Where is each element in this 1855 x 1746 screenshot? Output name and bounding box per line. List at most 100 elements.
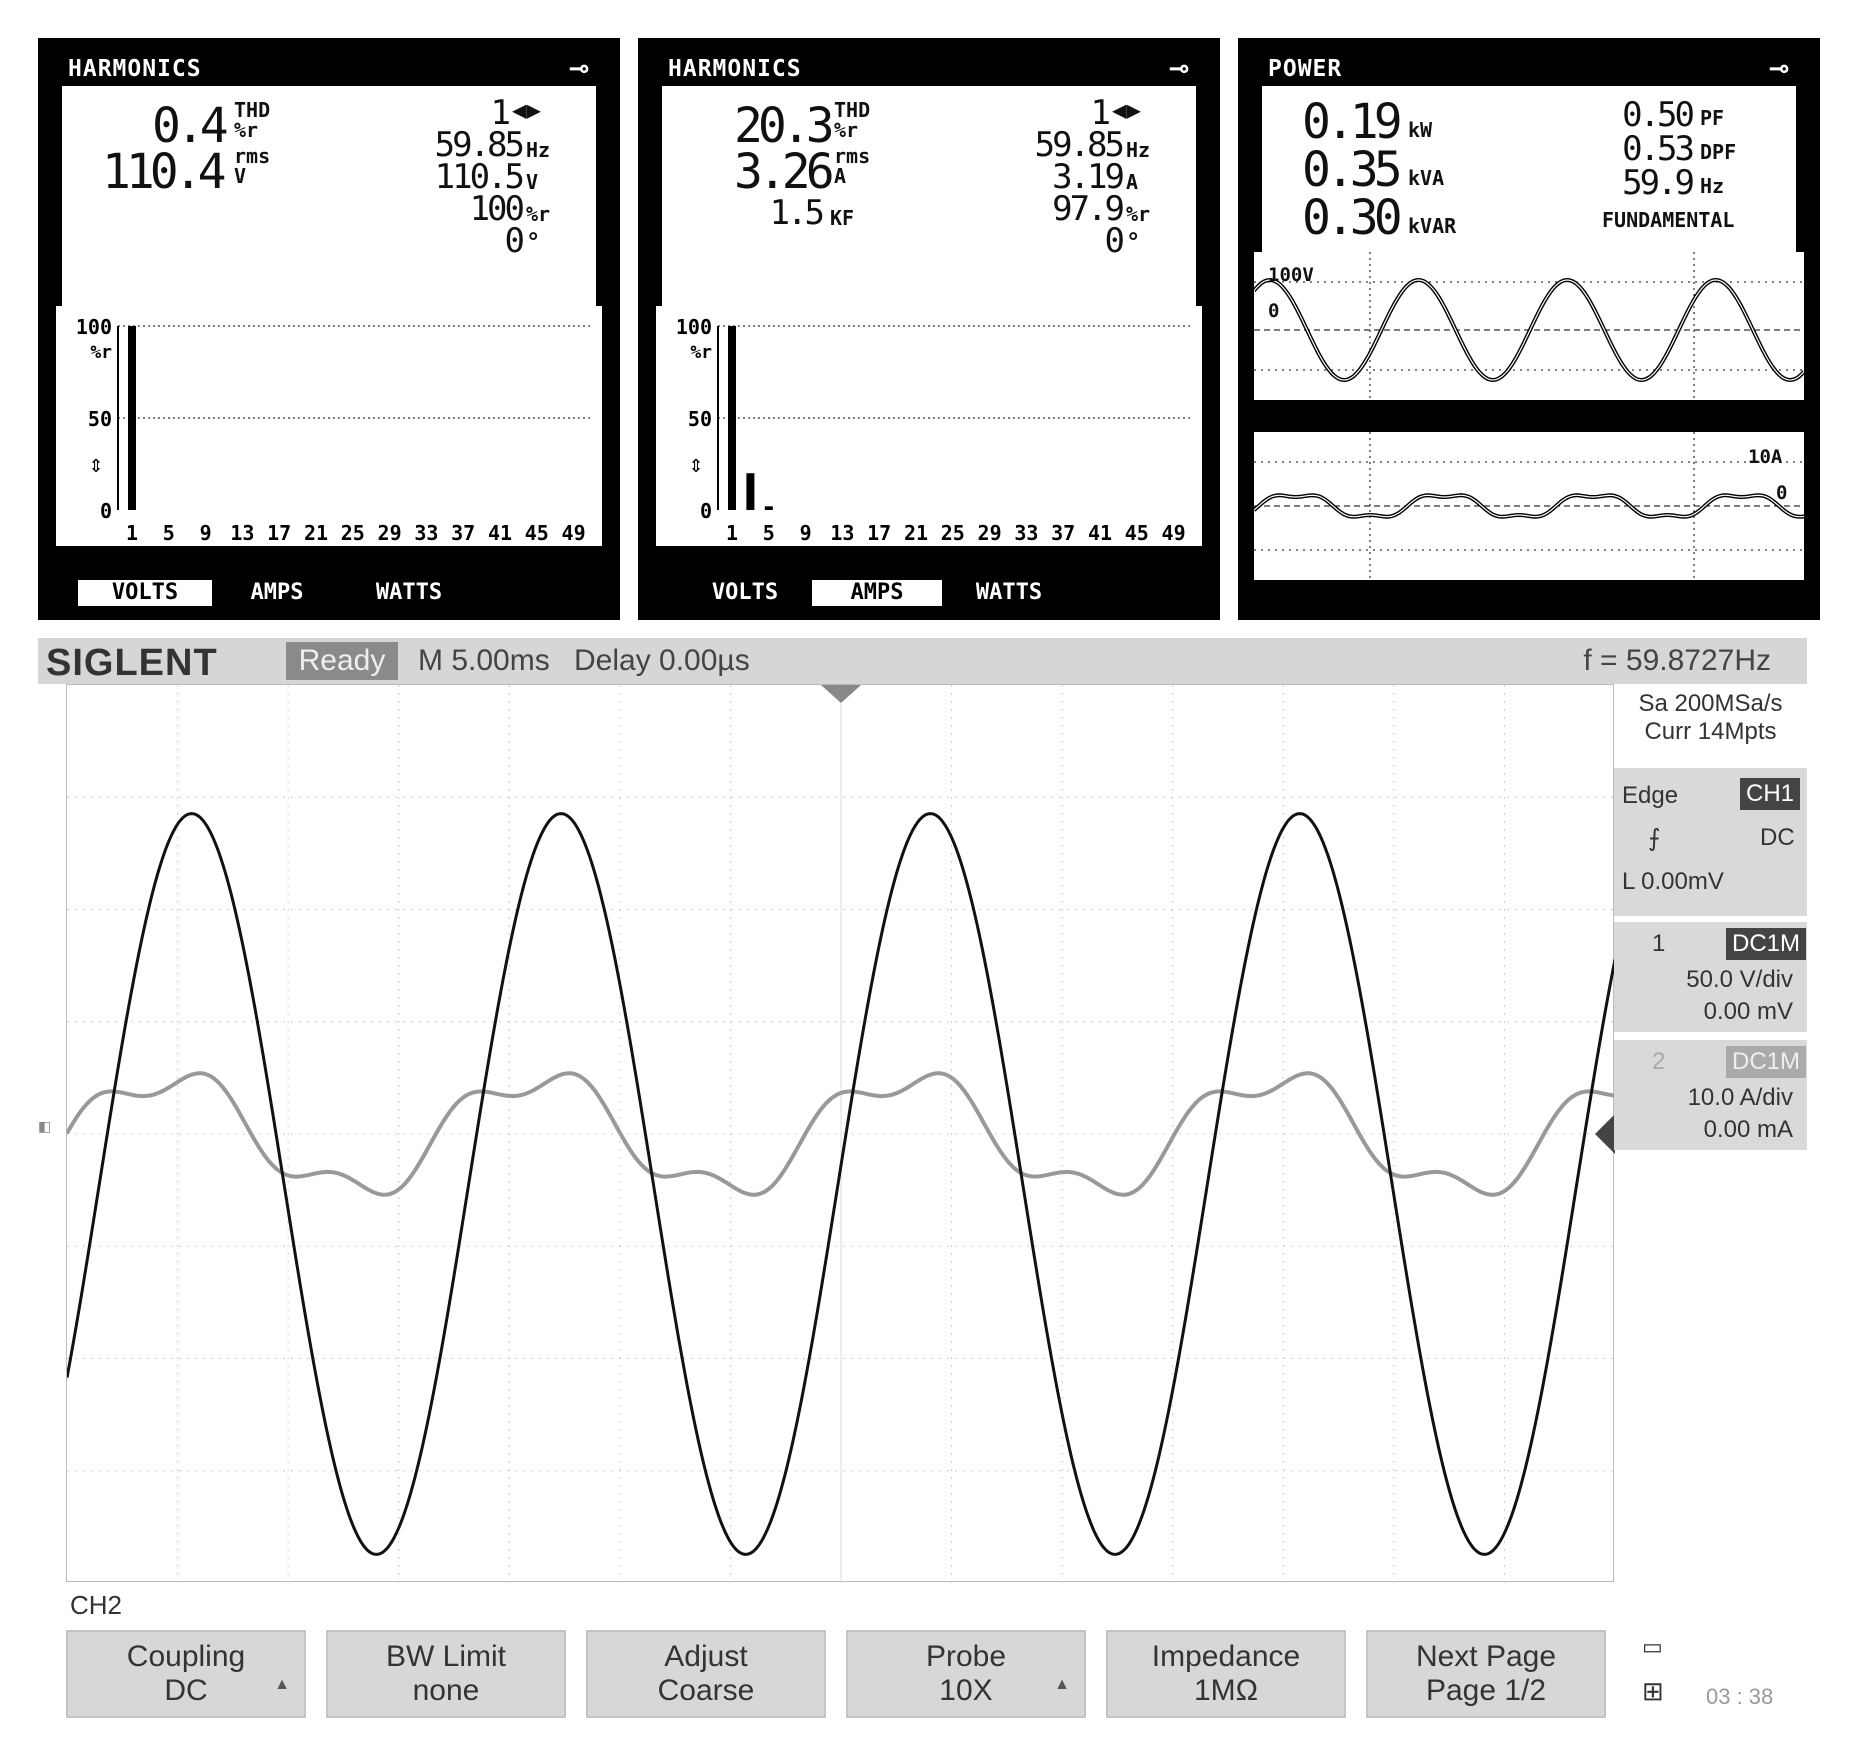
harmonics-bar-chart: 100 50 0 %r ⇕ 1 5 9 13 17 21 25 29 33 37 41 45 49 bbox=[56, 306, 602, 546]
y-tick-label: 0 bbox=[700, 499, 712, 523]
tab-watts[interactable]: WATTS bbox=[375, 580, 443, 605]
kva-value: 0.35 bbox=[1302, 142, 1403, 198]
current-trace-svg bbox=[1252, 432, 1805, 580]
tab-volts[interactable]: VOLTS bbox=[711, 580, 779, 605]
frequency-readout: f = 59.8727Hz bbox=[1583, 644, 1771, 677]
clock: 03 : 38 bbox=[1706, 1684, 1774, 1709]
x-tick-label: 5 bbox=[163, 521, 175, 545]
y-unit-label: %r bbox=[90, 342, 112, 363]
probe-softkey[interactable]: Probe 10X ▲ bbox=[846, 1630, 1086, 1718]
voltage-scale-label: 100V bbox=[1268, 264, 1314, 286]
x-tick-label: 13 bbox=[230, 521, 254, 545]
cycle-arrow-icon: ▲ bbox=[1054, 1676, 1070, 1693]
waveform-grid[interactable] bbox=[65, 684, 1617, 1583]
softkey-label: Impedance bbox=[1151, 1640, 1301, 1673]
next-page-softkey[interactable]: Next Page Page 1/2 bbox=[1366, 1630, 1606, 1718]
harmonic-percent-unit: %r bbox=[526, 202, 551, 226]
trigger-panel[interactable]: Edge CH1 ⨍ DC L 0.00mV bbox=[1614, 768, 1807, 916]
bar-cursor-icon[interactable]: ◀▶ bbox=[116, 266, 145, 294]
plug-icon: ⊸ bbox=[568, 54, 590, 84]
softkey-value: Page 1/2 bbox=[1425, 1674, 1547, 1707]
delay-readout[interactable]: Delay 0.00µs bbox=[574, 644, 750, 677]
harmonic-amps-unit: A bbox=[1126, 170, 1139, 194]
bar-cursor-icon[interactable]: ◀▶ bbox=[716, 266, 745, 294]
y-tick-label: 100 bbox=[676, 315, 712, 339]
menu-title: CH2 bbox=[70, 1590, 123, 1620]
trigger-position-marker bbox=[821, 685, 861, 703]
x-tick-label: 29 bbox=[978, 521, 1002, 545]
sample-rate: Sa 200MSa/s bbox=[1638, 690, 1783, 717]
status-bar: SIGLENT Ready M 5.00ms Delay 0.00µs f = … bbox=[38, 638, 1807, 684]
x-tick-label: 33 bbox=[1014, 521, 1038, 545]
frequency-value: 59.85 bbox=[1034, 125, 1125, 165]
thd-label: THD bbox=[234, 98, 271, 122]
kw-unit: kW bbox=[1408, 118, 1433, 142]
x-tick-label: 49 bbox=[562, 521, 586, 545]
voltage-zero-label: 0 bbox=[1268, 300, 1280, 322]
softkey-value: 1MΩ bbox=[1193, 1674, 1259, 1707]
trigger-source-badge: CH1 bbox=[1740, 778, 1801, 810]
thd-value: 0.4 bbox=[152, 98, 229, 154]
ch1-number: 1 bbox=[1652, 930, 1666, 957]
ch1-voltage-trace bbox=[65, 812, 1617, 1556]
y-tick-label: 50 bbox=[88, 407, 112, 431]
x-tick-label: 25 bbox=[941, 521, 965, 545]
softkey-label: BW Limit bbox=[386, 1640, 506, 1673]
waveform-svg bbox=[65, 685, 1617, 1583]
tab-amps[interactable]: AMPS bbox=[812, 580, 942, 606]
x-tick-label: 41 bbox=[1088, 521, 1112, 545]
x-tick-label: 9 bbox=[200, 521, 212, 545]
harmonic-cursor-icon[interactable]: ◀▶ bbox=[512, 96, 541, 124]
current-zero-label: 0 bbox=[1776, 482, 1788, 504]
y-tick-label: 0 bbox=[100, 499, 112, 523]
scale-arrows-icon: ⇕ bbox=[688, 456, 703, 477]
kvar-unit: kVAR bbox=[1408, 214, 1457, 238]
ch2-scale: 10.0 A/div bbox=[1687, 1084, 1793, 1111]
readout-area: 20.3 THD %r 3.26 rms A 1.5 KF 1 ◀▶ 59.85… bbox=[662, 86, 1196, 316]
softkey-label: Next Page bbox=[1415, 1640, 1557, 1673]
coupling-softkey[interactable]: Coupling DC ▲ bbox=[66, 1630, 306, 1718]
tab-amps[interactable]: AMPS bbox=[250, 580, 304, 605]
current-trace: 10A 0 bbox=[1252, 432, 1805, 580]
y-tick-label: 50 bbox=[688, 407, 712, 431]
x-tick-label: 1 bbox=[126, 521, 138, 545]
phase-angle-unit: ° bbox=[1126, 228, 1141, 256]
tab-bar: VOLTS AMPS WATTS bbox=[62, 576, 596, 608]
tab-watts[interactable]: WATTS bbox=[975, 580, 1043, 605]
trigger-level-marker bbox=[1595, 1114, 1615, 1154]
kvar-value: 0.30 bbox=[1302, 190, 1403, 246]
readout-area: 0.19 kW 0.35 kVA 0.30 kVAR 0.50 PF 0.53 … bbox=[1262, 86, 1796, 256]
plug-icon: ⊸ bbox=[1168, 54, 1190, 84]
softkey-value: 10X bbox=[939, 1674, 993, 1707]
rms-label: rms bbox=[234, 144, 271, 168]
bw-limit-softkey[interactable]: BW Limit none bbox=[326, 1630, 566, 1718]
softkey-label: Adjust bbox=[664, 1640, 748, 1673]
adjust-softkey[interactable]: Adjust Coarse bbox=[586, 1630, 826, 1718]
harmonics-amps-panel: HARMONICS ⊸ 20.3 THD %r 3.26 rms A 1.5 K… bbox=[638, 38, 1220, 620]
harmonic-amps-value: 3.19 bbox=[1052, 157, 1125, 197]
rms-unit: A bbox=[834, 164, 847, 188]
x-tick-label: 45 bbox=[525, 521, 549, 545]
voltage-trace-svg bbox=[1252, 252, 1806, 400]
timebase-readout[interactable]: M 5.00ms bbox=[418, 644, 550, 677]
x-tick-label: 45 bbox=[1125, 521, 1149, 545]
memory-depth: Curr 14Mpts bbox=[1644, 718, 1777, 745]
tab-volts[interactable]: VOLTS bbox=[78, 580, 212, 606]
harmonic-percent-value: 97.9 bbox=[1052, 189, 1125, 229]
harmonic-cursor-icon[interactable]: ◀▶ bbox=[1112, 96, 1141, 124]
x-tick-label: 37 bbox=[451, 521, 475, 545]
phase-angle-unit: ° bbox=[526, 228, 541, 256]
harmonic-percent-unit: %r bbox=[1126, 202, 1151, 226]
x-tick-label: 21 bbox=[304, 521, 328, 545]
rms-value: 3.26 bbox=[734, 144, 835, 200]
ch2-ground-marker: ◧ bbox=[38, 1118, 52, 1134]
ch2-info-panel[interactable]: 2 DC1M 10.0 A/div 0.00 mA bbox=[1614, 1040, 1807, 1150]
softkey-value: none bbox=[412, 1674, 480, 1707]
run-status-badge[interactable]: Ready bbox=[286, 642, 398, 680]
current-scale-label: 10A bbox=[1748, 446, 1783, 468]
kva-unit: kVA bbox=[1408, 166, 1445, 190]
x-tick-label: 49 bbox=[1162, 521, 1186, 545]
ch1-info-panel[interactable]: 1 DC1M 50.0 V/div 0.00 mV bbox=[1614, 922, 1807, 1032]
impedance-softkey[interactable]: Impedance 1MΩ bbox=[1106, 1630, 1346, 1718]
panel-title: HARMONICS bbox=[68, 56, 202, 82]
